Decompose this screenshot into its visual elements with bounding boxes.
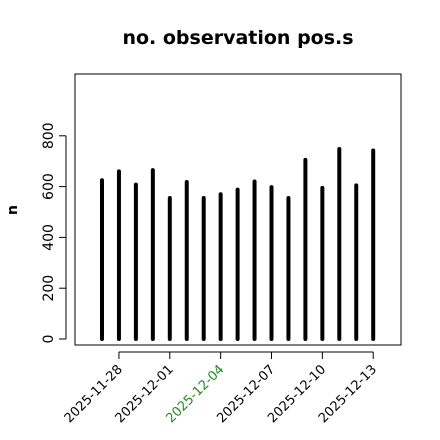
y-tick-label: 0 bbox=[41, 335, 57, 344]
y-tick-label: 600 bbox=[41, 173, 57, 200]
y-axis-label: n bbox=[5, 205, 21, 215]
y-tick-label: 800 bbox=[41, 122, 57, 149]
chart-title: no. observation pos.s bbox=[122, 27, 353, 49]
plot-frame bbox=[74, 73, 402, 346]
y-tick-label: 200 bbox=[41, 275, 57, 302]
y-tick-label: 400 bbox=[41, 224, 57, 251]
y-axis: 0 200 400 600 800 bbox=[41, 122, 67, 344]
bars bbox=[100, 147, 376, 341]
x-axis: 2025-11-282025-12-012025-12-042025-12-07… bbox=[62, 351, 380, 426]
